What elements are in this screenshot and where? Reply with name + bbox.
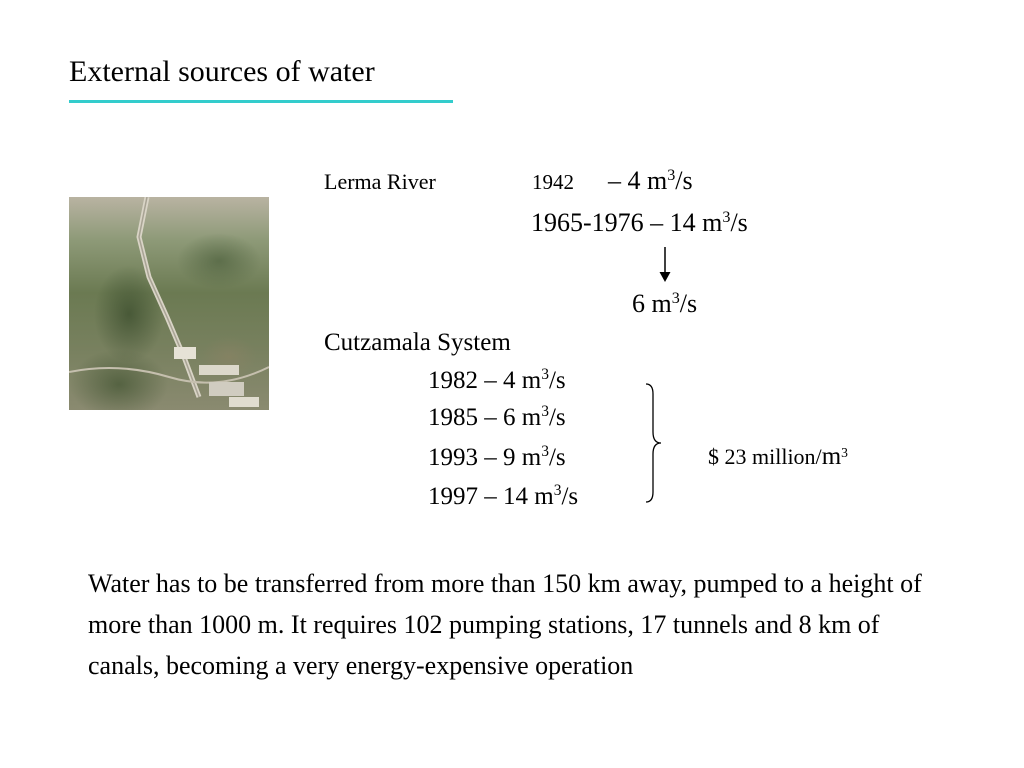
slide-title: External sources of water: [69, 55, 375, 88]
cutzamala-item-1985: 1985 – 6 m3/s: [428, 403, 566, 431]
aqueduct-pipeline-drawing: [69, 197, 269, 407]
cutzamala-system-label: Cutzamala System: [324, 329, 511, 356]
right-brace-icon: [640, 382, 664, 509]
title-underline: [69, 100, 453, 103]
cutzamala-item-1997: 1997 – 14 m3/s: [428, 482, 579, 510]
lerma-current-rate: 6 m3/s: [632, 289, 698, 318]
lerma-1942-year: 1942: [532, 170, 574, 194]
lerma-river-label: Lerma River: [324, 169, 436, 194]
lerma-1942-rate: – 4 m3/s: [608, 166, 693, 195]
down-arrow-icon: [658, 247, 672, 288]
cutzamala-cost: $ 23 million/m3: [708, 443, 848, 470]
aqueduct-aerial-photo: [69, 197, 269, 410]
lerma-1965-1976-rate: 1965-1976 – 14 m3/s: [531, 208, 748, 237]
summary-paragraph: Water has to be transferred from more th…: [88, 569, 922, 680]
cutzamala-item-1993: 1993 – 9 m3/s: [428, 443, 566, 471]
cutzamala-item-1982: 1982 – 4 m3/s: [428, 366, 566, 394]
